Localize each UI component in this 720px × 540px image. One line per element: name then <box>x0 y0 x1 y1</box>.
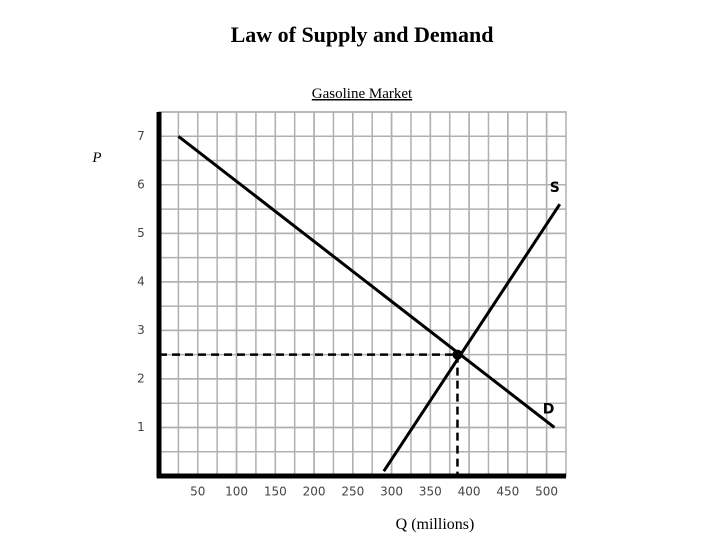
series-label: D <box>543 401 555 417</box>
y-tick-label: 4 <box>137 274 145 288</box>
series-label: S <box>550 180 560 196</box>
x-axis-label: Q (millions) <box>396 516 475 533</box>
x-tick-label: 350 <box>419 485 442 499</box>
equilibrium-point <box>452 349 463 360</box>
x-tick-label: 400 <box>458 485 481 499</box>
y-axis-label: P <box>91 150 101 166</box>
plot-area <box>158 111 567 477</box>
x-tick-label: 100 <box>225 485 248 499</box>
y-tick-label: 7 <box>137 129 145 143</box>
y-tick-label: 5 <box>137 226 145 240</box>
chart-subtitle: Gasoline Market <box>312 86 413 102</box>
y-tick-label: 6 <box>137 177 145 191</box>
y-tick-label: 1 <box>137 420 145 434</box>
x-tick-label: 250 <box>341 485 364 499</box>
x-tick-label: 500 <box>535 485 558 499</box>
series-line <box>382 203 562 472</box>
x-tick-label: 50 <box>190 485 205 499</box>
y-tick-label: 3 <box>137 323 145 337</box>
chart-title: Law of Supply and Demand <box>231 22 494 47</box>
x-tick-label: 450 <box>496 485 519 499</box>
y-tick-label: 2 <box>137 371 145 385</box>
x-tick-label: 150 <box>264 485 287 499</box>
x-tick-label: 200 <box>303 485 326 499</box>
x-tick-label: 300 <box>380 485 403 499</box>
series-line <box>177 135 556 429</box>
